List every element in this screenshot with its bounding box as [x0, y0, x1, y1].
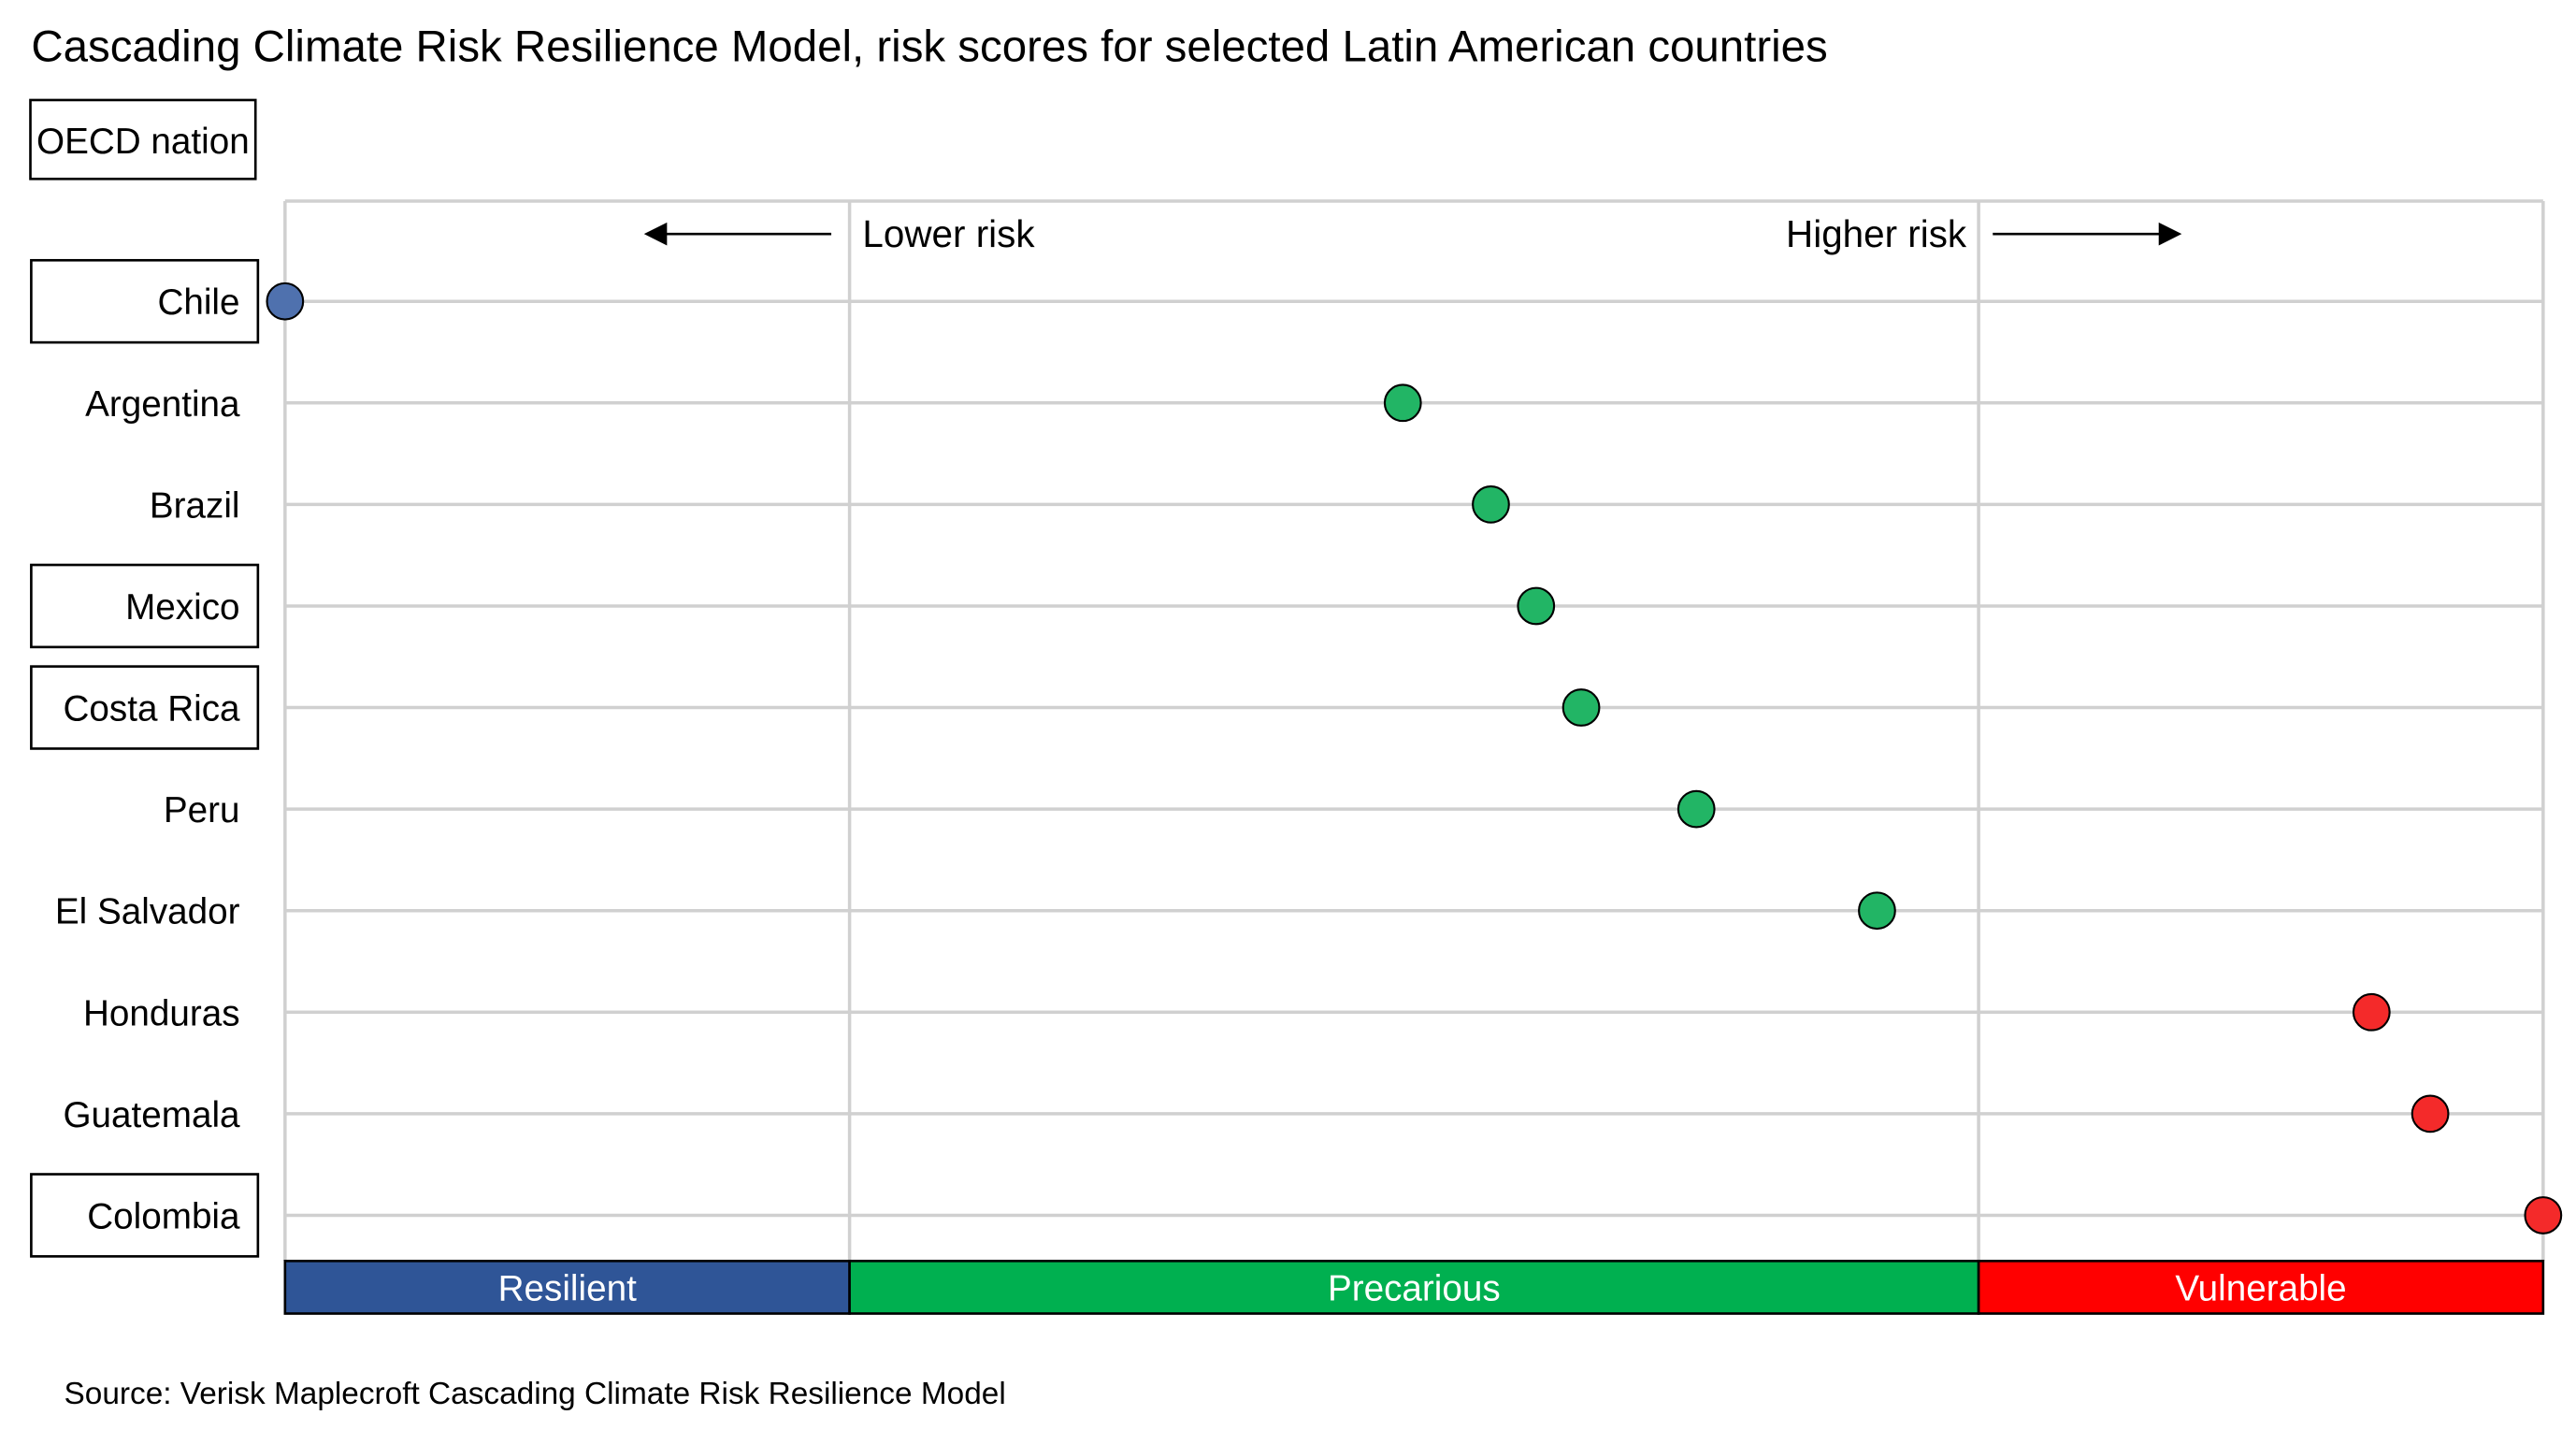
country-label-el-salvador: El Salvador [55, 892, 240, 932]
data-point-peru [1677, 789, 1716, 829]
country-label-peru: Peru [164, 790, 240, 830]
legend-label: OECD nation [36, 122, 250, 162]
country-label-brazil: Brazil [150, 485, 240, 526]
row-colombia: Colombia [30, 1173, 2563, 1258]
oecd-box-colombia [30, 1173, 260, 1258]
country-label-honduras: Honduras [83, 993, 240, 1033]
oecd-box-chile [30, 258, 260, 344]
row-costa-rica: Costa Rica [30, 665, 1601, 750]
oecd-box-mexico [30, 563, 260, 649]
source-note: Source: Verisk Maplecroft Cascading Clim… [65, 1377, 1006, 1411]
country-label-guatemala: Guatemala [64, 1095, 241, 1135]
row-argentina: Argentina [85, 383, 1422, 425]
row-honduras: Honduras [83, 992, 2391, 1033]
row-guatemala: Guatemala [64, 1094, 2450, 1135]
country-label-costa-rica: Costa Rica [64, 689, 240, 729]
country-label-colombia: Colombia [87, 1197, 240, 1237]
risk-annotations: Lower risk Higher risk [643, 212, 2182, 255]
row-brazil: Brazil [150, 484, 1510, 526]
data-point-chile [266, 282, 305, 321]
risk-bands: Resilient Precarious Vulnerable [283, 1259, 2545, 1315]
legend: OECD nation [29, 98, 257, 180]
data-point-costa-rica [1561, 688, 1601, 727]
oecd-box-costa-rica [30, 665, 260, 750]
row-el-salvador: El Salvador [55, 891, 1896, 932]
grid [283, 199, 2545, 1262]
band-label-vulnerable: Vulnerable [2175, 1268, 2346, 1308]
higher-risk-arrowhead [2158, 222, 2182, 246]
data-point-argentina [1383, 383, 1422, 423]
country-label-chile: Chile [157, 282, 239, 323]
band-vulnerable: Vulnerable [1977, 1259, 2545, 1315]
data-point-honduras [2352, 992, 2391, 1032]
rows: Chile Argentina Brazil Mexico Costa Rica Peru… [30, 258, 2563, 1258]
higher-risk-label: Higher risk [1786, 212, 1967, 255]
data-point-brazil [1472, 484, 1510, 524]
row-peru: Peru [164, 789, 1716, 830]
band-label-resilient: Resilient [498, 1268, 637, 1308]
legend-box [29, 98, 257, 180]
data-point-guatemala [2411, 1094, 2450, 1134]
lower-risk-label: Lower risk [862, 212, 1035, 255]
data-point-colombia [2524, 1196, 2563, 1235]
country-label-mexico: Mexico [125, 587, 239, 628]
band-precarious: Precarious [848, 1259, 1980, 1315]
row-chile: Chile [30, 258, 305, 344]
lower-risk-arrowhead [643, 222, 668, 246]
band-resilient: Resilient [283, 1259, 851, 1315]
row-mexico: Mexico [30, 563, 1556, 649]
data-point-el-salvador [1858, 891, 1896, 931]
country-label-argentina: Argentina [85, 384, 240, 425]
chart-title: Cascading Climate Risk Resilience Model,… [31, 22, 1827, 72]
band-label-precarious: Precarious [1328, 1268, 1501, 1308]
data-point-mexico [1517, 586, 1556, 626]
band-bar-vulnerable [1977, 1259, 2545, 1315]
